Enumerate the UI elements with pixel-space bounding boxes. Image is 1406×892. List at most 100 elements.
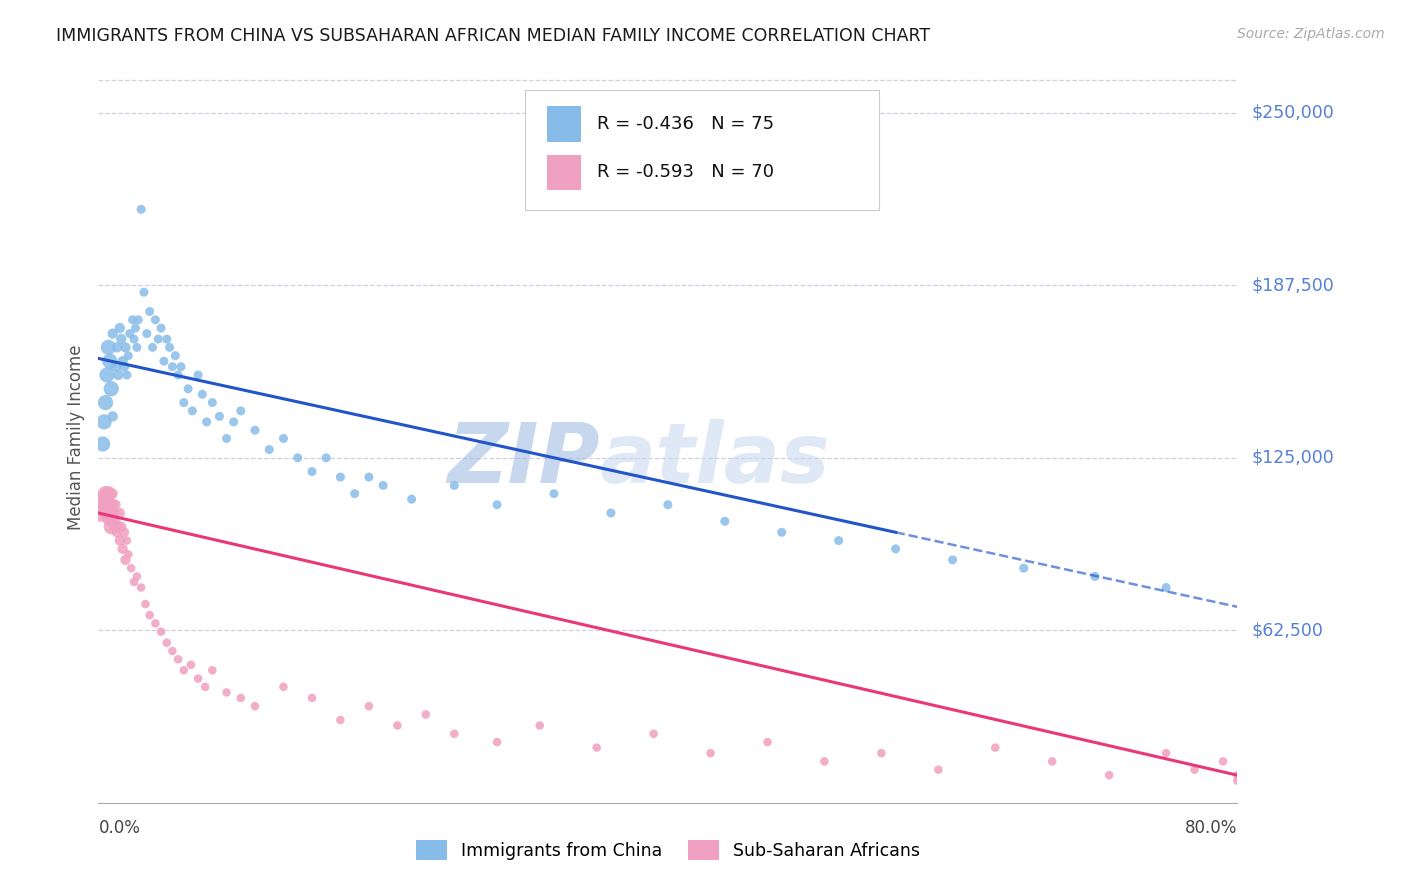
Point [115,368,138,382]
Point [443,727,465,741]
Point [870,746,893,760]
Bar [547,154,581,190]
Point [173,395,195,409]
Point [343,486,366,500]
Point [543,486,565,500]
Text: Source: ZipAtlas.com: Source: ZipAtlas.com [1237,27,1385,41]
Point [104,514,127,528]
Point [657,498,679,512]
Point [201,663,224,677]
Point [443,478,465,492]
Point [108,506,131,520]
Point [118,326,141,341]
Point [229,404,252,418]
Point [187,672,209,686]
Bar [547,106,581,142]
Point [170,359,193,374]
Point [108,533,131,548]
Point [98,511,121,525]
Point [942,553,965,567]
Text: ZIP: ZIP [447,418,599,500]
Point [97,498,120,512]
Point [98,354,121,368]
Point [401,492,423,507]
Point [91,437,114,451]
Point [329,470,352,484]
Point [100,520,122,534]
Point [273,432,295,446]
Point [120,561,142,575]
Point [167,652,190,666]
Point [91,492,114,507]
Point [222,415,245,429]
Point [486,735,509,749]
Point [813,755,835,769]
Text: atlas: atlas [599,418,830,500]
Point [884,541,907,556]
Point [215,685,238,699]
Point [93,415,115,429]
Point [94,486,117,500]
Point [129,202,152,217]
Point [122,574,145,589]
Point [243,699,266,714]
Point [101,486,124,500]
Point [127,312,149,326]
Point [112,359,135,374]
Text: $125,000: $125,000 [1251,449,1334,467]
Point [756,735,779,749]
Point [301,465,323,479]
Point [153,354,176,368]
Point [148,332,170,346]
Point [156,332,179,346]
Point [96,506,118,520]
Point [98,498,121,512]
Point [107,520,129,534]
Point [585,740,607,755]
Point [117,349,139,363]
Point [927,763,949,777]
Point [94,395,117,409]
Point [104,498,127,512]
Point [167,368,190,382]
Text: 0.0%: 0.0% [98,820,141,838]
Point [165,349,187,363]
Point [110,332,132,346]
Point [329,713,352,727]
Point [101,326,124,341]
Point [195,415,218,429]
Point [132,285,155,300]
Point [191,387,214,401]
Point [93,498,115,512]
Point [121,312,143,326]
Point [1154,746,1177,760]
Point [156,636,179,650]
Point [129,581,152,595]
Point [208,409,231,424]
Point [984,740,1007,755]
Text: $62,500: $62,500 [1251,622,1323,640]
Point [243,423,266,437]
Point [103,506,125,520]
Point [173,663,195,677]
Point [1084,569,1107,583]
Point [357,699,380,714]
Point [134,597,156,611]
Point [181,404,204,418]
Text: 80.0%: 80.0% [1185,820,1237,838]
Point [114,553,136,567]
Point [101,409,124,424]
Point [110,520,132,534]
Point [177,382,200,396]
Point [1226,768,1249,782]
Point [201,395,224,409]
Point [1012,561,1035,575]
Point [111,541,134,556]
Point [107,368,129,382]
Point [273,680,295,694]
Point [229,690,252,705]
Point [357,470,380,484]
Point [159,340,181,354]
FancyBboxPatch shape [526,90,879,211]
Point [529,718,551,732]
